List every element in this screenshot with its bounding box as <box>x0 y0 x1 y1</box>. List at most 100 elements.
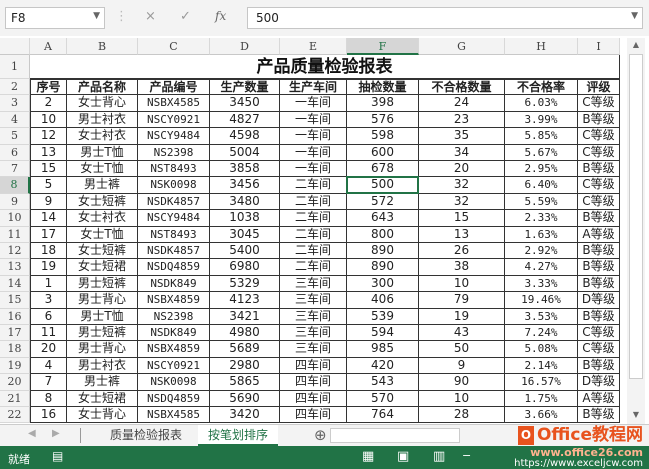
table-cell[interactable]: B等级 <box>578 111 620 129</box>
table-cell[interactable]: 3.99% <box>505 111 578 129</box>
table-cell[interactable]: 4 <box>30 357 67 375</box>
table-cell[interactable]: 二车间 <box>280 226 347 243</box>
table-cell[interactable]: B等级 <box>578 407 620 424</box>
table-cell[interactable]: 5.59% <box>505 193 578 211</box>
sheet-tab-quality-report[interactable]: 质量检验报表 <box>110 428 183 442</box>
table-cell[interactable]: 600 <box>347 144 419 161</box>
table-cell[interactable]: 3045 <box>210 226 280 243</box>
table-cell[interactable]: 一车间 <box>280 128 347 145</box>
table-cell[interactable]: 10 <box>30 111 67 129</box>
table-cell[interactable]: 985 <box>347 341 419 358</box>
table-cell[interactable]: 三车间 <box>280 341 347 358</box>
table-cell[interactable]: 男士裤 <box>67 374 138 391</box>
cancel-icon[interactable]: × <box>145 9 156 24</box>
table-cell[interactable]: 一车间 <box>280 111 347 129</box>
row-header-4[interactable]: 4 <box>0 111 30 129</box>
table-cell[interactable]: 二车间 <box>280 193 347 211</box>
header-cell[interactable]: 评级 <box>578 79 620 96</box>
table-cell[interactable]: 一车间 <box>280 161 347 178</box>
table-cell[interactable]: B等级 <box>578 210 620 227</box>
table-cell[interactable]: NSBX4585 <box>138 407 210 424</box>
table-cell[interactable]: 二车间 <box>280 210 347 227</box>
table-cell[interactable]: NSCY0921 <box>138 357 210 375</box>
scroll-up-icon[interactable]: ▲ <box>632 40 640 49</box>
table-cell[interactable]: D等级 <box>578 374 620 391</box>
table-cell[interactable]: 女士短裤 <box>67 243 138 260</box>
table-cell[interactable]: 5.08% <box>505 341 578 358</box>
table-cell[interactable]: NSDQ4859 <box>138 259 210 276</box>
row-header-6[interactable]: 6 <box>0 144 30 161</box>
row-header-15[interactable]: 15 <box>0 292 30 309</box>
sheet-title[interactable]: 产品质量检验报表 <box>30 55 620 79</box>
table-cell[interactable]: A等级 <box>578 226 620 243</box>
table-cell[interactable]: 3450 <box>210 95 280 112</box>
table-cell[interactable]: 4980 <box>210 325 280 342</box>
table-cell[interactable]: 300 <box>347 275 419 293</box>
table-cell[interactable]: 539 <box>347 308 419 325</box>
table-cell[interactable]: 女士衬衣 <box>67 128 138 145</box>
table-cell[interactable]: 6.40% <box>505 177 578 194</box>
table-cell[interactable]: 二车间 <box>280 259 347 276</box>
column-header-d[interactable]: D <box>210 38 280 55</box>
column-header-e[interactable]: E <box>280 38 347 55</box>
table-cell[interactable]: 3456 <box>210 177 280 194</box>
table-cell[interactable]: 2980 <box>210 357 280 375</box>
table-cell[interactable]: 男士裤 <box>67 177 138 194</box>
table-cell[interactable]: 24 <box>419 95 505 112</box>
table-cell[interactable]: 二车间 <box>280 243 347 260</box>
table-cell[interactable]: 四车间 <box>280 374 347 391</box>
table-cell[interactable]: C等级 <box>578 193 620 211</box>
table-cell[interactable]: NS2398 <box>138 308 210 325</box>
table-cell[interactable]: 三车间 <box>280 275 347 293</box>
formula-input[interactable]: 500 ▼ <box>247 7 643 29</box>
table-cell[interactable]: 男士背心 <box>67 341 138 358</box>
table-cell[interactable]: 643 <box>347 210 419 227</box>
table-cell[interactable]: 3858 <box>210 161 280 178</box>
row-header-8[interactable]: 8 <box>0 177 30 194</box>
table-cell[interactable]: 19.46% <box>505 292 578 309</box>
row-header-17[interactable]: 17 <box>0 325 30 342</box>
row-header-11[interactable]: 11 <box>0 226 30 243</box>
table-cell[interactable]: NSCY9484 <box>138 210 210 227</box>
table-cell[interactable]: NST8493 <box>138 226 210 243</box>
column-header-h[interactable]: H <box>505 38 578 55</box>
table-cell[interactable]: 四车间 <box>280 357 347 375</box>
enter-icon[interactable]: ✓ <box>180 9 191 24</box>
table-cell[interactable]: 女士短裤 <box>67 193 138 211</box>
table-cell[interactable]: 5004 <box>210 144 280 161</box>
table-cell[interactable]: 543 <box>347 374 419 391</box>
table-cell[interactable]: C等级 <box>578 95 620 112</box>
table-cell[interactable]: 男士T恤 <box>67 308 138 325</box>
table-cell[interactable]: 12 <box>30 128 67 145</box>
table-cell[interactable]: NSDK4857 <box>138 193 210 211</box>
row-header-18[interactable]: 18 <box>0 341 30 358</box>
table-cell[interactable]: 三车间 <box>280 292 347 309</box>
table-cell[interactable]: 9 <box>419 357 505 375</box>
horizontal-scrollbar[interactable] <box>330 428 460 443</box>
table-cell[interactable]: A等级 <box>578 390 620 407</box>
row-header-22[interactable]: 22 <box>0 407 30 424</box>
table-cell[interactable]: C等级 <box>578 177 620 194</box>
vertical-scrollbar[interactable]: ▲ ▼ <box>627 38 645 424</box>
table-cell[interactable]: 男士T恤 <box>67 144 138 161</box>
table-cell[interactable]: 女士背心 <box>67 95 138 112</box>
table-cell[interactable]: 10 <box>419 275 505 293</box>
table-cell[interactable]: B等级 <box>578 161 620 178</box>
table-cell[interactable]: 男士短裤 <box>67 275 138 293</box>
table-cell[interactable]: C等级 <box>578 128 620 145</box>
table-cell[interactable]: 5 <box>30 177 67 194</box>
table-cell[interactable]: NSBX4859 <box>138 292 210 309</box>
table-cell[interactable]: 3420 <box>210 407 280 424</box>
table-cell[interactable]: 890 <box>347 243 419 260</box>
table-cell[interactable]: 15 <box>30 161 67 178</box>
scroll-down-icon[interactable]: ▼ <box>632 410 640 419</box>
row-header-2[interactable]: 2 <box>0 79 30 96</box>
table-cell[interactable]: 32 <box>419 193 505 211</box>
table-cell[interactable]: 2.92% <box>505 243 578 260</box>
table-cell[interactable]: 19 <box>30 259 67 276</box>
table-cell[interactable]: 23 <box>419 111 505 129</box>
table-cell[interactable]: C等级 <box>578 341 620 358</box>
page-layout-icon[interactable]: ▣ <box>397 449 410 464</box>
table-cell[interactable]: 3421 <box>210 308 280 325</box>
table-cell[interactable]: C等级 <box>578 144 620 161</box>
